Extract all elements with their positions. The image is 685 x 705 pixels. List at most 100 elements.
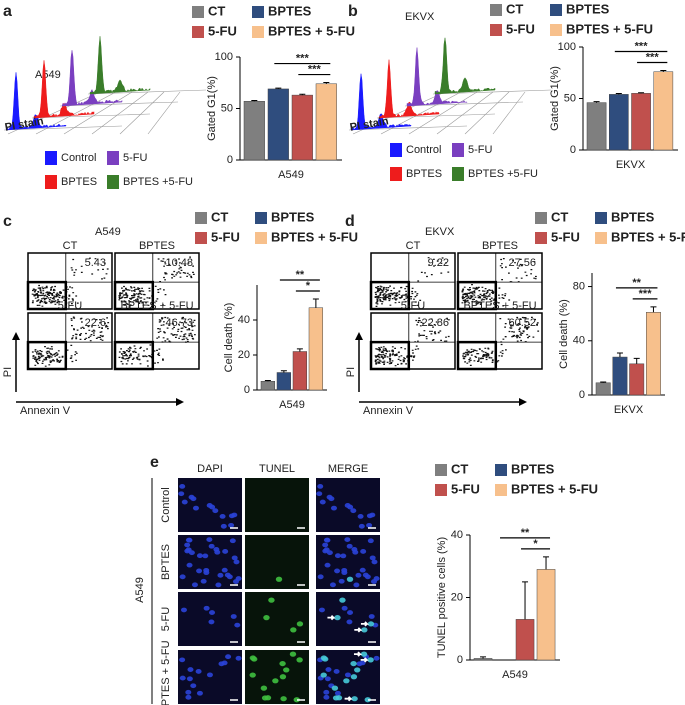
nucleus bbox=[224, 572, 231, 578]
legend-label: BPTES bbox=[566, 1, 610, 16]
nucleus bbox=[367, 538, 374, 544]
plot-label: BPTES bbox=[482, 240, 518, 252]
arrow bbox=[344, 696, 353, 702]
error-bar bbox=[296, 348, 303, 352]
nucleus bbox=[356, 661, 363, 667]
quadrant-value: 46.73 bbox=[165, 317, 193, 329]
hist-base bbox=[59, 101, 179, 107]
error-bar bbox=[251, 99, 258, 102]
tunel-cell bbox=[364, 697, 371, 703]
y-axis-label: Cell death (%) bbox=[223, 303, 235, 373]
tunel-cell bbox=[263, 615, 270, 621]
nucleus bbox=[188, 550, 195, 556]
legend-swatch bbox=[595, 212, 607, 224]
quadrant-value: 60.52 bbox=[508, 317, 536, 329]
y-axis-title: PI bbox=[2, 367, 14, 377]
hist-base bbox=[376, 113, 496, 119]
tunel-cell bbox=[249, 672, 256, 678]
nucleus bbox=[185, 689, 192, 695]
error-bar bbox=[633, 357, 640, 364]
nucleus bbox=[353, 582, 360, 588]
y-tick-label: 0 bbox=[570, 144, 576, 156]
hist-trace bbox=[350, 73, 412, 131]
panel-label: d bbox=[345, 213, 355, 230]
hist-trace bbox=[434, 37, 496, 95]
nucleus bbox=[325, 667, 332, 672]
legend-label: BPTES + 5-FU bbox=[271, 229, 358, 244]
legend-swatch bbox=[255, 212, 267, 224]
bar bbox=[595, 382, 611, 396]
y-tick-label: 80 bbox=[573, 280, 585, 292]
y-tick-label: 40 bbox=[573, 335, 585, 347]
bar bbox=[631, 93, 651, 151]
error-bar bbox=[593, 101, 600, 103]
legend-label: BPTES bbox=[271, 209, 315, 224]
significance-label: *** bbox=[308, 63, 322, 75]
plot-events bbox=[31, 316, 110, 367]
legend-swatch bbox=[490, 24, 502, 36]
nucleus bbox=[233, 559, 240, 565]
nucleus bbox=[212, 508, 219, 514]
nucleus bbox=[186, 676, 193, 682]
x-arrow-head bbox=[519, 398, 527, 406]
tunel-cell bbox=[332, 695, 340, 701]
hist-trace bbox=[61, 50, 123, 107]
gate bbox=[26, 340, 68, 371]
x-arrow-head bbox=[176, 398, 184, 406]
cell-line-label: A549 bbox=[134, 577, 146, 603]
bar bbox=[515, 619, 535, 661]
nucleus bbox=[323, 689, 330, 695]
hist-legend-label: BPTES +5-FU bbox=[468, 168, 538, 180]
plot-events bbox=[374, 257, 450, 307]
row-label: BPTES bbox=[160, 544, 172, 580]
nucleus bbox=[371, 559, 378, 565]
error-bar bbox=[522, 581, 529, 620]
hist-grid bbox=[408, 91, 478, 135]
error-bar bbox=[312, 298, 319, 308]
nucleus bbox=[222, 549, 229, 554]
hist-base bbox=[31, 113, 151, 119]
quadrant-value: 5.43 bbox=[85, 257, 106, 269]
nucleus bbox=[200, 578, 207, 584]
nucleus bbox=[230, 614, 237, 619]
plot-label: 5-FU bbox=[401, 300, 426, 312]
row-label: Control bbox=[160, 487, 172, 522]
nucleus bbox=[347, 504, 354, 510]
significance-label: *** bbox=[639, 288, 653, 300]
nucleus bbox=[178, 491, 185, 497]
nucleus bbox=[324, 676, 331, 682]
error-bar bbox=[615, 93, 622, 95]
quadrant-value: 9.22 bbox=[428, 257, 449, 269]
tunel-cell bbox=[351, 696, 358, 702]
tunel-cell bbox=[350, 674, 358, 680]
nucleus bbox=[190, 496, 197, 502]
nucleus bbox=[366, 522, 373, 528]
column-label: TUNEL bbox=[259, 463, 295, 475]
nucleus bbox=[330, 505, 337, 511]
significance-label: *** bbox=[646, 51, 660, 63]
tunel-cell bbox=[283, 667, 290, 673]
nucleus bbox=[228, 522, 235, 528]
error-bar bbox=[480, 656, 487, 659]
plot-label: BPTES + 5-FU bbox=[463, 300, 536, 312]
gate bbox=[113, 280, 155, 311]
legend-label: CT bbox=[551, 209, 568, 224]
nucleus bbox=[229, 538, 236, 544]
error-bar bbox=[280, 370, 287, 373]
nucleus bbox=[196, 553, 203, 559]
tunel-cell bbox=[272, 678, 279, 684]
nucleus bbox=[235, 655, 242, 661]
stain-label: PI stain bbox=[349, 115, 390, 134]
nucleus bbox=[334, 553, 341, 559]
nucleus bbox=[350, 508, 357, 514]
hist-base bbox=[3, 125, 123, 131]
quadrant-value: 22.86 bbox=[421, 317, 449, 329]
nucleus bbox=[368, 614, 375, 619]
nucleus bbox=[206, 537, 213, 543]
x-tick-label: A549 bbox=[279, 399, 305, 411]
nucleus bbox=[218, 661, 225, 667]
nucleus bbox=[202, 553, 209, 559]
tunel-cell bbox=[334, 615, 341, 621]
y-tick-label: 50 bbox=[221, 102, 233, 114]
nucleus bbox=[190, 683, 197, 689]
